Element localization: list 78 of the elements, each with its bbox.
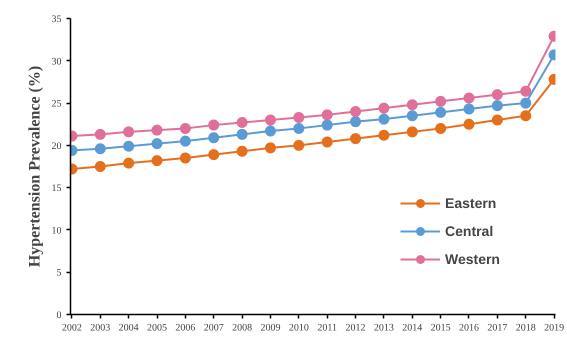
point <box>463 118 474 130</box>
point <box>94 128 106 140</box>
point <box>123 140 134 152</box>
x-tick-label: 2018 <box>516 322 536 334</box>
point <box>180 152 191 164</box>
y-tick-label: 20 <box>52 140 62 152</box>
point <box>264 114 276 126</box>
point <box>322 120 333 131</box>
x-tick-label: 2014 <box>402 322 422 334</box>
point <box>208 120 220 131</box>
x-tick-label: 2019 <box>544 322 564 334</box>
point <box>322 109 333 120</box>
point <box>492 89 503 100</box>
x-tick-label: 2012 <box>346 322 366 334</box>
point <box>208 132 220 144</box>
x-tick-label: 2009 <box>260 322 280 334</box>
point <box>123 126 134 138</box>
point <box>180 136 191 147</box>
y-tick-label: 25 <box>52 98 62 110</box>
point <box>236 146 248 157</box>
x-tick-label: 2010 <box>288 322 309 334</box>
point <box>94 143 106 154</box>
point <box>293 112 304 123</box>
x-tick-label: 2016 <box>458 322 479 334</box>
y-tick-label: 35 <box>52 14 62 25</box>
point <box>293 140 304 151</box>
point <box>492 100 503 112</box>
point <box>123 158 134 169</box>
point <box>406 99 418 110</box>
point <box>406 110 418 122</box>
x-tick-label: 2008 <box>232 322 252 334</box>
point <box>378 102 390 114</box>
point <box>350 116 362 128</box>
point <box>293 122 304 134</box>
point <box>152 155 163 166</box>
point <box>264 142 276 154</box>
x-tick-label: 2015 <box>430 322 451 334</box>
y-tick-label: 30 <box>52 56 62 68</box>
point <box>520 98 532 109</box>
point <box>435 96 446 107</box>
point <box>463 92 474 104</box>
y-axis-title: Hypertension Prevalence (%) <box>26 66 44 268</box>
point <box>152 138 163 150</box>
point <box>435 122 446 134</box>
y-tick-label: 15 <box>52 183 62 194</box>
y-tick-label: 10 <box>52 225 62 236</box>
x-tick-label: 2006 <box>175 322 196 334</box>
point <box>350 106 362 118</box>
y-tick-label: 5 <box>56 268 62 279</box>
legend-label: Western <box>445 251 500 267</box>
x-tick-label: 2007 <box>204 322 224 334</box>
point <box>435 106 446 118</box>
point <box>94 161 106 172</box>
x-tick-label: 2002 <box>62 322 82 334</box>
point <box>236 128 248 140</box>
x-tick-label: 2017 <box>487 322 508 334</box>
legend-label: Central <box>445 223 494 239</box>
point <box>520 86 532 97</box>
point <box>208 149 220 160</box>
point <box>463 104 474 114</box>
point <box>378 130 390 141</box>
x-tick-label: 2004 <box>118 322 139 334</box>
legend-label: Eastern <box>445 195 496 211</box>
point <box>152 124 163 136</box>
point <box>520 110 532 122</box>
point <box>264 125 276 136</box>
x-tick-label: 2003 <box>90 322 110 334</box>
point <box>350 133 362 144</box>
y-tick-label: 0 <box>56 310 62 321</box>
point <box>236 117 248 128</box>
x-tick-label: 2011 <box>317 322 338 334</box>
point <box>378 114 390 125</box>
point <box>322 136 333 148</box>
x-tick-label: 2005 <box>147 322 168 334</box>
point <box>180 122 191 134</box>
point <box>406 126 418 138</box>
point <box>492 114 503 126</box>
x-tick-label: 2013 <box>374 322 394 334</box>
